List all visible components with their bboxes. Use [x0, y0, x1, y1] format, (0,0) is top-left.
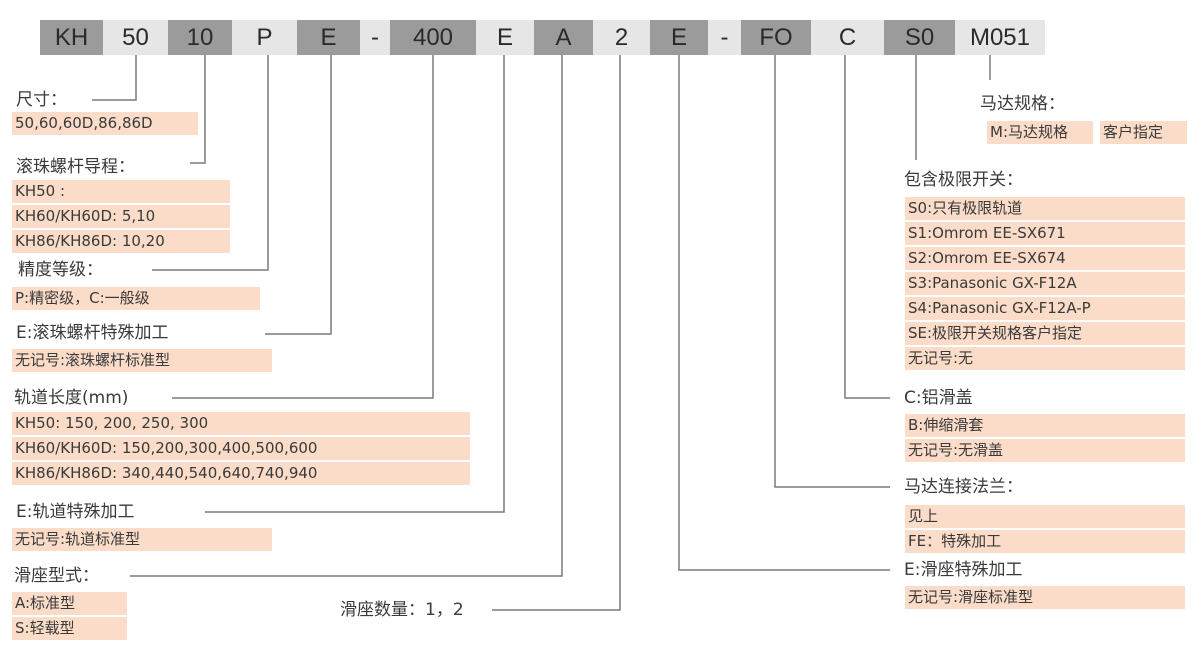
code-segment-dash: - — [360, 20, 390, 55]
code-segment-flange: FO — [741, 20, 811, 55]
flange-option: FE：特殊加工 — [905, 530, 1185, 553]
line-precision — [152, 55, 269, 271]
slider-type-option: S:轻载型 — [12, 617, 127, 640]
code-segment-slider-count: 2 — [593, 20, 650, 55]
limit-switch-title: 包含极限开关： — [904, 170, 1023, 190]
code-segment-rail-length: 400 — [390, 20, 476, 55]
line-rail-length — [172, 55, 434, 399]
flange-option: 见上 — [905, 505, 1185, 528]
line-rail-special — [205, 55, 505, 513]
slider-special-option: 无记号:滑座标准型 — [905, 586, 1185, 609]
motor-title: 马达规格： — [980, 94, 1065, 114]
line-cover — [844, 55, 890, 399]
rail-special-title: E:轨道特殊加工 — [16, 502, 135, 522]
limit-switch-option: SE:极限开关规格客户指定 — [905, 322, 1185, 345]
limit-switch-option: S4:Panasonic GX-F12A-P — [905, 297, 1185, 320]
rail-length-option: KH86/KH86D: 340,440,540,640,740,940 — [12, 462, 470, 485]
line-flange — [774, 55, 890, 488]
flange-title: 马达连接法兰： — [904, 477, 1023, 497]
limit-switch-option: S2:Omrom EE-SX674 — [905, 247, 1185, 270]
code-segment-precision: P — [232, 20, 297, 55]
line-slider-type — [130, 55, 563, 577]
slider-type-title: 滑座型式： — [14, 566, 99, 586]
code-segment-motor: M051 — [955, 20, 1045, 55]
code-segment-dash: - — [708, 20, 741, 55]
code-segment-slider-special: E — [650, 20, 708, 55]
slider-special-title: E:滑座特殊加工 — [904, 560, 1023, 580]
lead-option: KH50 : — [12, 180, 230, 203]
precision-option: P:精密级，C:一般级 — [12, 287, 260, 310]
limit-switch-option: 无记号:无 — [905, 347, 1185, 370]
line-screw-special — [265, 55, 332, 335]
slider-count-title: 滑座数量：1，2 — [340, 600, 464, 620]
line-slider-count — [492, 55, 621, 611]
lead-option: KH86/KH86D: 10,20 — [12, 230, 230, 253]
line-size — [92, 55, 137, 101]
code-segment-rail-special: E — [476, 20, 534, 55]
limit-switch-option: S0:只有极限轨道 — [905, 197, 1185, 220]
screw-special-title: E:滚珠螺杆特殊加工 — [16, 323, 169, 343]
cover-title: C:铝滑盖 — [904, 388, 973, 408]
code-segment-slider-type: A — [534, 20, 593, 55]
slider-type-option: A:标准型 — [12, 592, 127, 615]
size-title: 尺寸： — [16, 90, 67, 110]
precision-title: 精度等级： — [18, 260, 103, 280]
rail-length-option: KH60/KH60D: 150,200,300,400,500,600 — [12, 437, 470, 460]
code-segment-lead: 10 — [168, 20, 232, 55]
code-segment-cover: C — [811, 20, 884, 55]
code-segment-screw-special: E — [297, 20, 360, 55]
rail-special-option: 无记号:轨道标准型 — [12, 528, 272, 551]
rail-length-option: KH50: 150, 200, 250, 300 — [12, 412, 470, 435]
line-slider-special — [678, 55, 890, 571]
motor-option: M:马达规格 — [987, 121, 1093, 144]
code-segment-size: 50 — [103, 20, 168, 55]
code-segment-limit: S0 — [884, 20, 955, 55]
limit-switch-option: S1:Omrom EE-SX671 — [905, 222, 1185, 245]
cover-option: 无记号:无滑盖 — [905, 439, 1185, 462]
screw-special-option: 无记号:滚珠螺杆标准型 — [12, 349, 272, 372]
code-segment-series: KH — [40, 20, 103, 55]
size-option: 50,60,60D,86,86D — [12, 112, 198, 135]
limit-switch-option: S3:Panasonic GX-F12A — [905, 272, 1185, 295]
cover-option: B:伸缩滑套 — [905, 414, 1185, 437]
line-lead — [190, 55, 206, 164]
lead-title: 滚珠螺杆导程： — [16, 157, 135, 177]
lead-option: KH60/KH60D: 5,10 — [12, 205, 230, 228]
motor-option: 客户指定 — [1100, 121, 1187, 144]
rail-length-title: 轨道长度(mm) — [14, 388, 129, 408]
